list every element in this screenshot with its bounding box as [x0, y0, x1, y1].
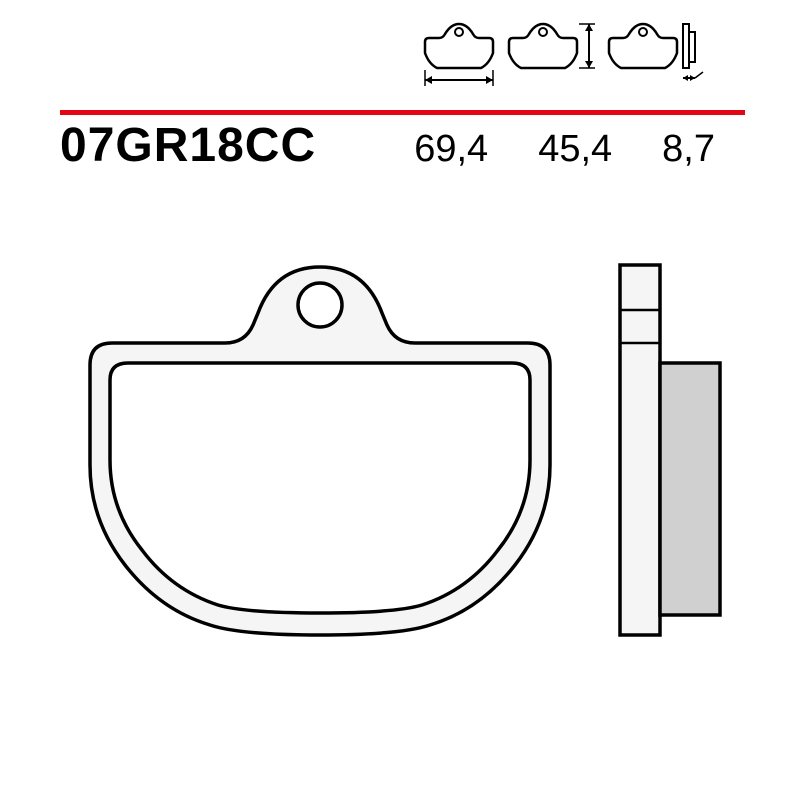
height-value: 45,4 — [538, 128, 612, 171]
side-view — [620, 265, 720, 635]
technical-drawing — [60, 235, 745, 720]
red-divider-line — [60, 102, 745, 107]
part-number: 07GR18CC — [60, 118, 316, 173]
thickness-dimension-icon — [605, 20, 705, 92]
spec-row: 07GR18CC 69,4 45,4 8,7 — [60, 118, 745, 173]
width-value: 69,4 — [414, 128, 488, 171]
width-dimension-icon — [421, 20, 497, 92]
brake-pad-drawing — [60, 235, 750, 725]
front-view — [90, 267, 550, 635]
product-spec-diagram: 07GR18CC 69,4 45,4 8,7 — [0, 0, 800, 800]
dimension-icons-row — [421, 20, 705, 92]
height-dimension-icon — [505, 20, 597, 92]
thickness-value: 8,7 — [662, 128, 715, 171]
dimension-values: 69,4 45,4 8,7 — [414, 128, 715, 171]
